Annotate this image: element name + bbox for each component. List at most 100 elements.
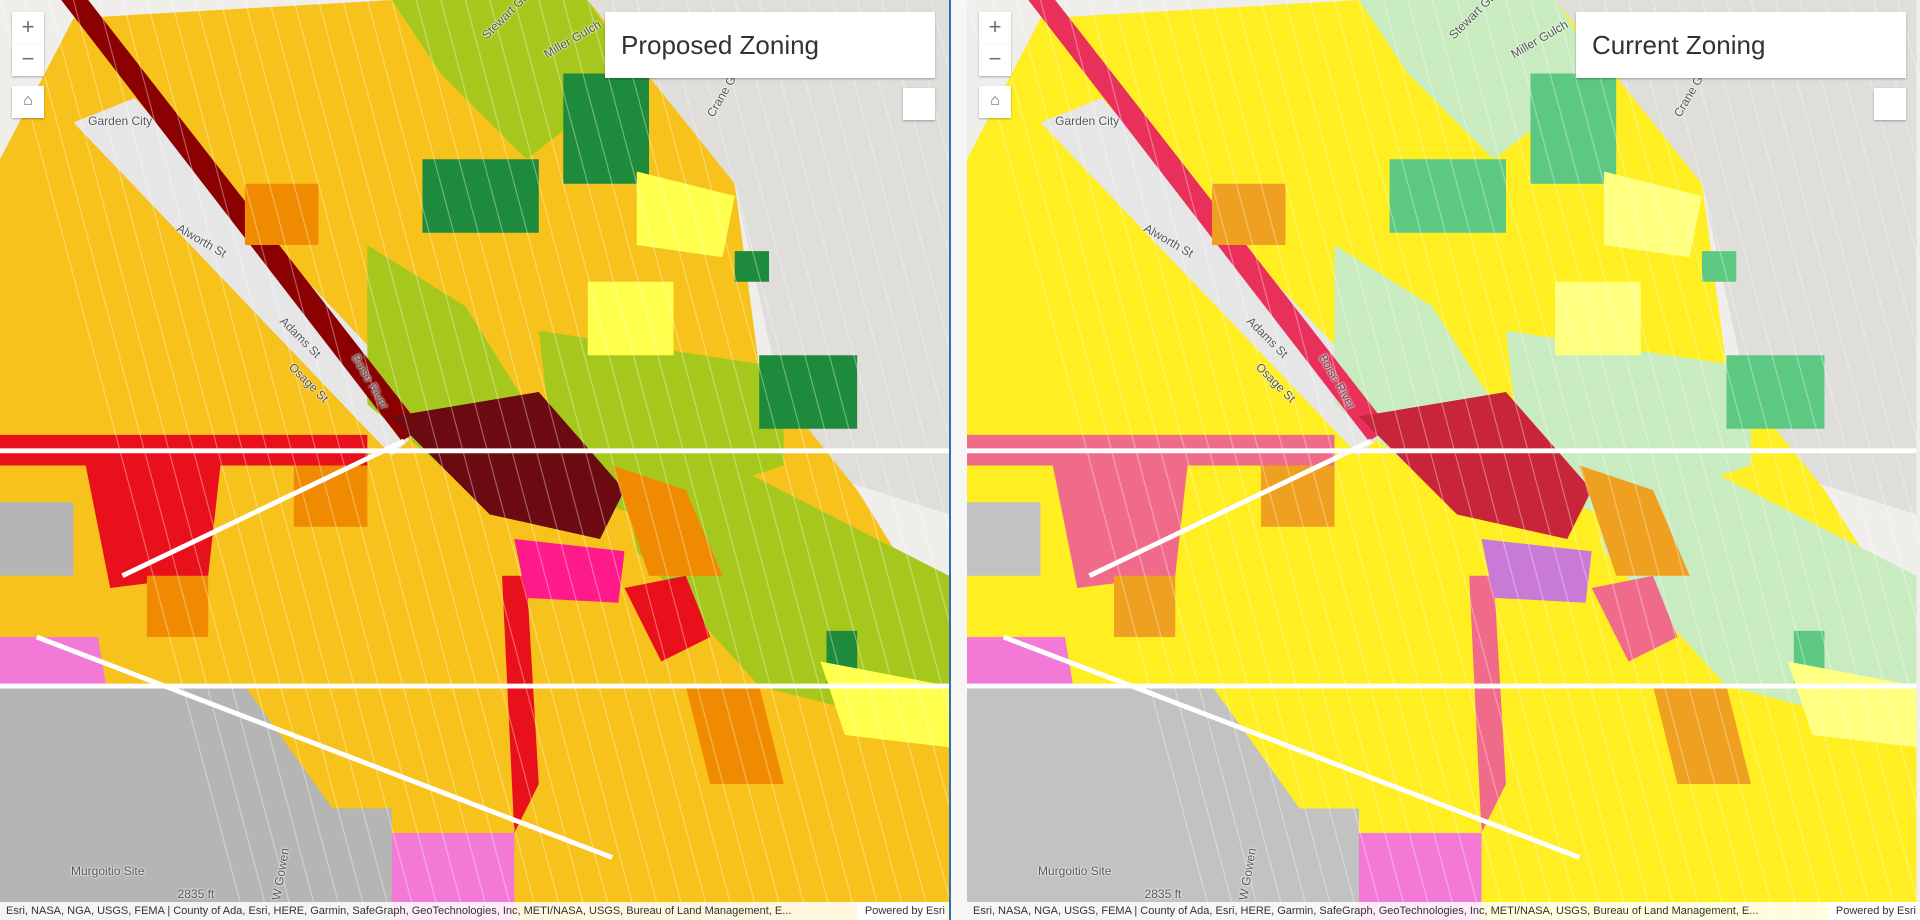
street (1064, 0, 1311, 920)
street (440, 0, 687, 920)
zone-area (244, 808, 392, 920)
street (1015, 0, 1262, 920)
zone-area (1469, 575, 1506, 834)
street (1676, 0, 1920, 914)
street (23, 0, 270, 920)
street (1088, 0, 1336, 920)
highway (121, 438, 406, 578)
street (1554, 0, 1801, 920)
zone-area (1579, 404, 1917, 736)
zone-area (1358, 833, 1482, 920)
zoom-out[interactable]: − (979, 44, 1011, 76)
street (832, 0, 949, 440)
street (1186, 0, 1434, 920)
place-label: Garden City (1055, 114, 1120, 129)
street (1431, 0, 1679, 920)
zone-area (244, 183, 319, 246)
zone-area (1260, 465, 1335, 527)
place-label: 2835 ft (1144, 887, 1182, 902)
layer-menu[interactable] (903, 88, 935, 120)
street (464, 0, 711, 920)
street (1774, 0, 1920, 546)
street (967, 0, 1213, 920)
street (1750, 0, 1920, 638)
zone-area (612, 404, 949, 736)
highway (35, 634, 614, 860)
zone-area (1113, 575, 1176, 638)
zone-area (1591, 575, 1678, 662)
zone-area (587, 281, 674, 356)
zone-area (1211, 808, 1359, 920)
street (489, 0, 736, 920)
zone-area (391, 833, 515, 920)
layer-menu[interactable] (1874, 88, 1906, 120)
zone-area (293, 465, 368, 527)
street (121, 0, 368, 920)
zone-area (1701, 251, 1737, 282)
street (1162, 0, 1409, 920)
zone-area (759, 355, 858, 429)
home-button[interactable]: ⌂ (979, 86, 1011, 118)
street (1358, 0, 1605, 920)
street (734, 0, 949, 808)
street (268, 0, 515, 920)
place-label: Murgoitio Site (71, 863, 145, 878)
place-label: Garden City (88, 114, 153, 129)
street (1382, 0, 1630, 920)
zoom-in[interactable]: + (979, 12, 1011, 44)
zone-area (1028, 0, 1390, 442)
place-label: 2835 ft (177, 887, 215, 902)
zone-area (1579, 465, 1690, 576)
map-panel[interactable]: Garden City Alworth St Adams St Osage St Boi… (967, 0, 1920, 920)
zone-area (422, 159, 539, 233)
powered-by[interactable]: Powered by Esri (856, 902, 945, 920)
street (562, 0, 809, 920)
street (1456, 0, 1703, 920)
street (293, 0, 540, 920)
zone-area (1787, 661, 1917, 748)
zoom-out[interactable]: − (12, 44, 44, 76)
zone-area (734, 251, 769, 282)
street (1039, 0, 1287, 920)
zone-area (563, 73, 649, 184)
powered-by[interactable]: Powered by Esri (1827, 902, 1916, 920)
zone-area (624, 575, 711, 662)
street (317, 0, 564, 920)
home-button[interactable]: ⌂ (12, 86, 44, 118)
street (1823, 0, 1920, 362)
map (0, 0, 949, 920)
street (1627, 0, 1875, 920)
street (538, 0, 785, 920)
panel-title: Current Zoning (1576, 12, 1906, 78)
zone-area (1211, 183, 1286, 246)
zone-area (502, 575, 539, 834)
highway (1088, 438, 1373, 578)
street (219, 0, 466, 920)
swipe-divider[interactable] (949, 0, 967, 920)
zone-area (636, 171, 735, 258)
street (195, 0, 442, 920)
street (1725, 0, 1920, 730)
street (391, 0, 638, 920)
street (783, 0, 949, 624)
attribution-bar: Esri, NASA, NGA, USGS, FEMA | County of … (0, 902, 949, 920)
zone-area (1389, 159, 1506, 233)
map-panel[interactable]: Garden City Alworth St Adams St Osage St Boi… (0, 0, 949, 920)
street (709, 0, 949, 900)
zone-area (514, 539, 625, 603)
place-label: Murgoitio Site (1038, 863, 1112, 878)
street (366, 0, 613, 920)
street (1701, 0, 1920, 822)
street (807, 0, 949, 532)
street (856, 0, 949, 348)
street (1480, 0, 1728, 920)
street (1260, 0, 1507, 920)
zoom-in[interactable]: + (12, 12, 44, 44)
street (660, 0, 907, 920)
zone-area (685, 686, 784, 785)
street (1848, 0, 1920, 270)
zone-area (1652, 686, 1751, 785)
zone-area (61, 0, 423, 442)
street (1505, 0, 1752, 920)
